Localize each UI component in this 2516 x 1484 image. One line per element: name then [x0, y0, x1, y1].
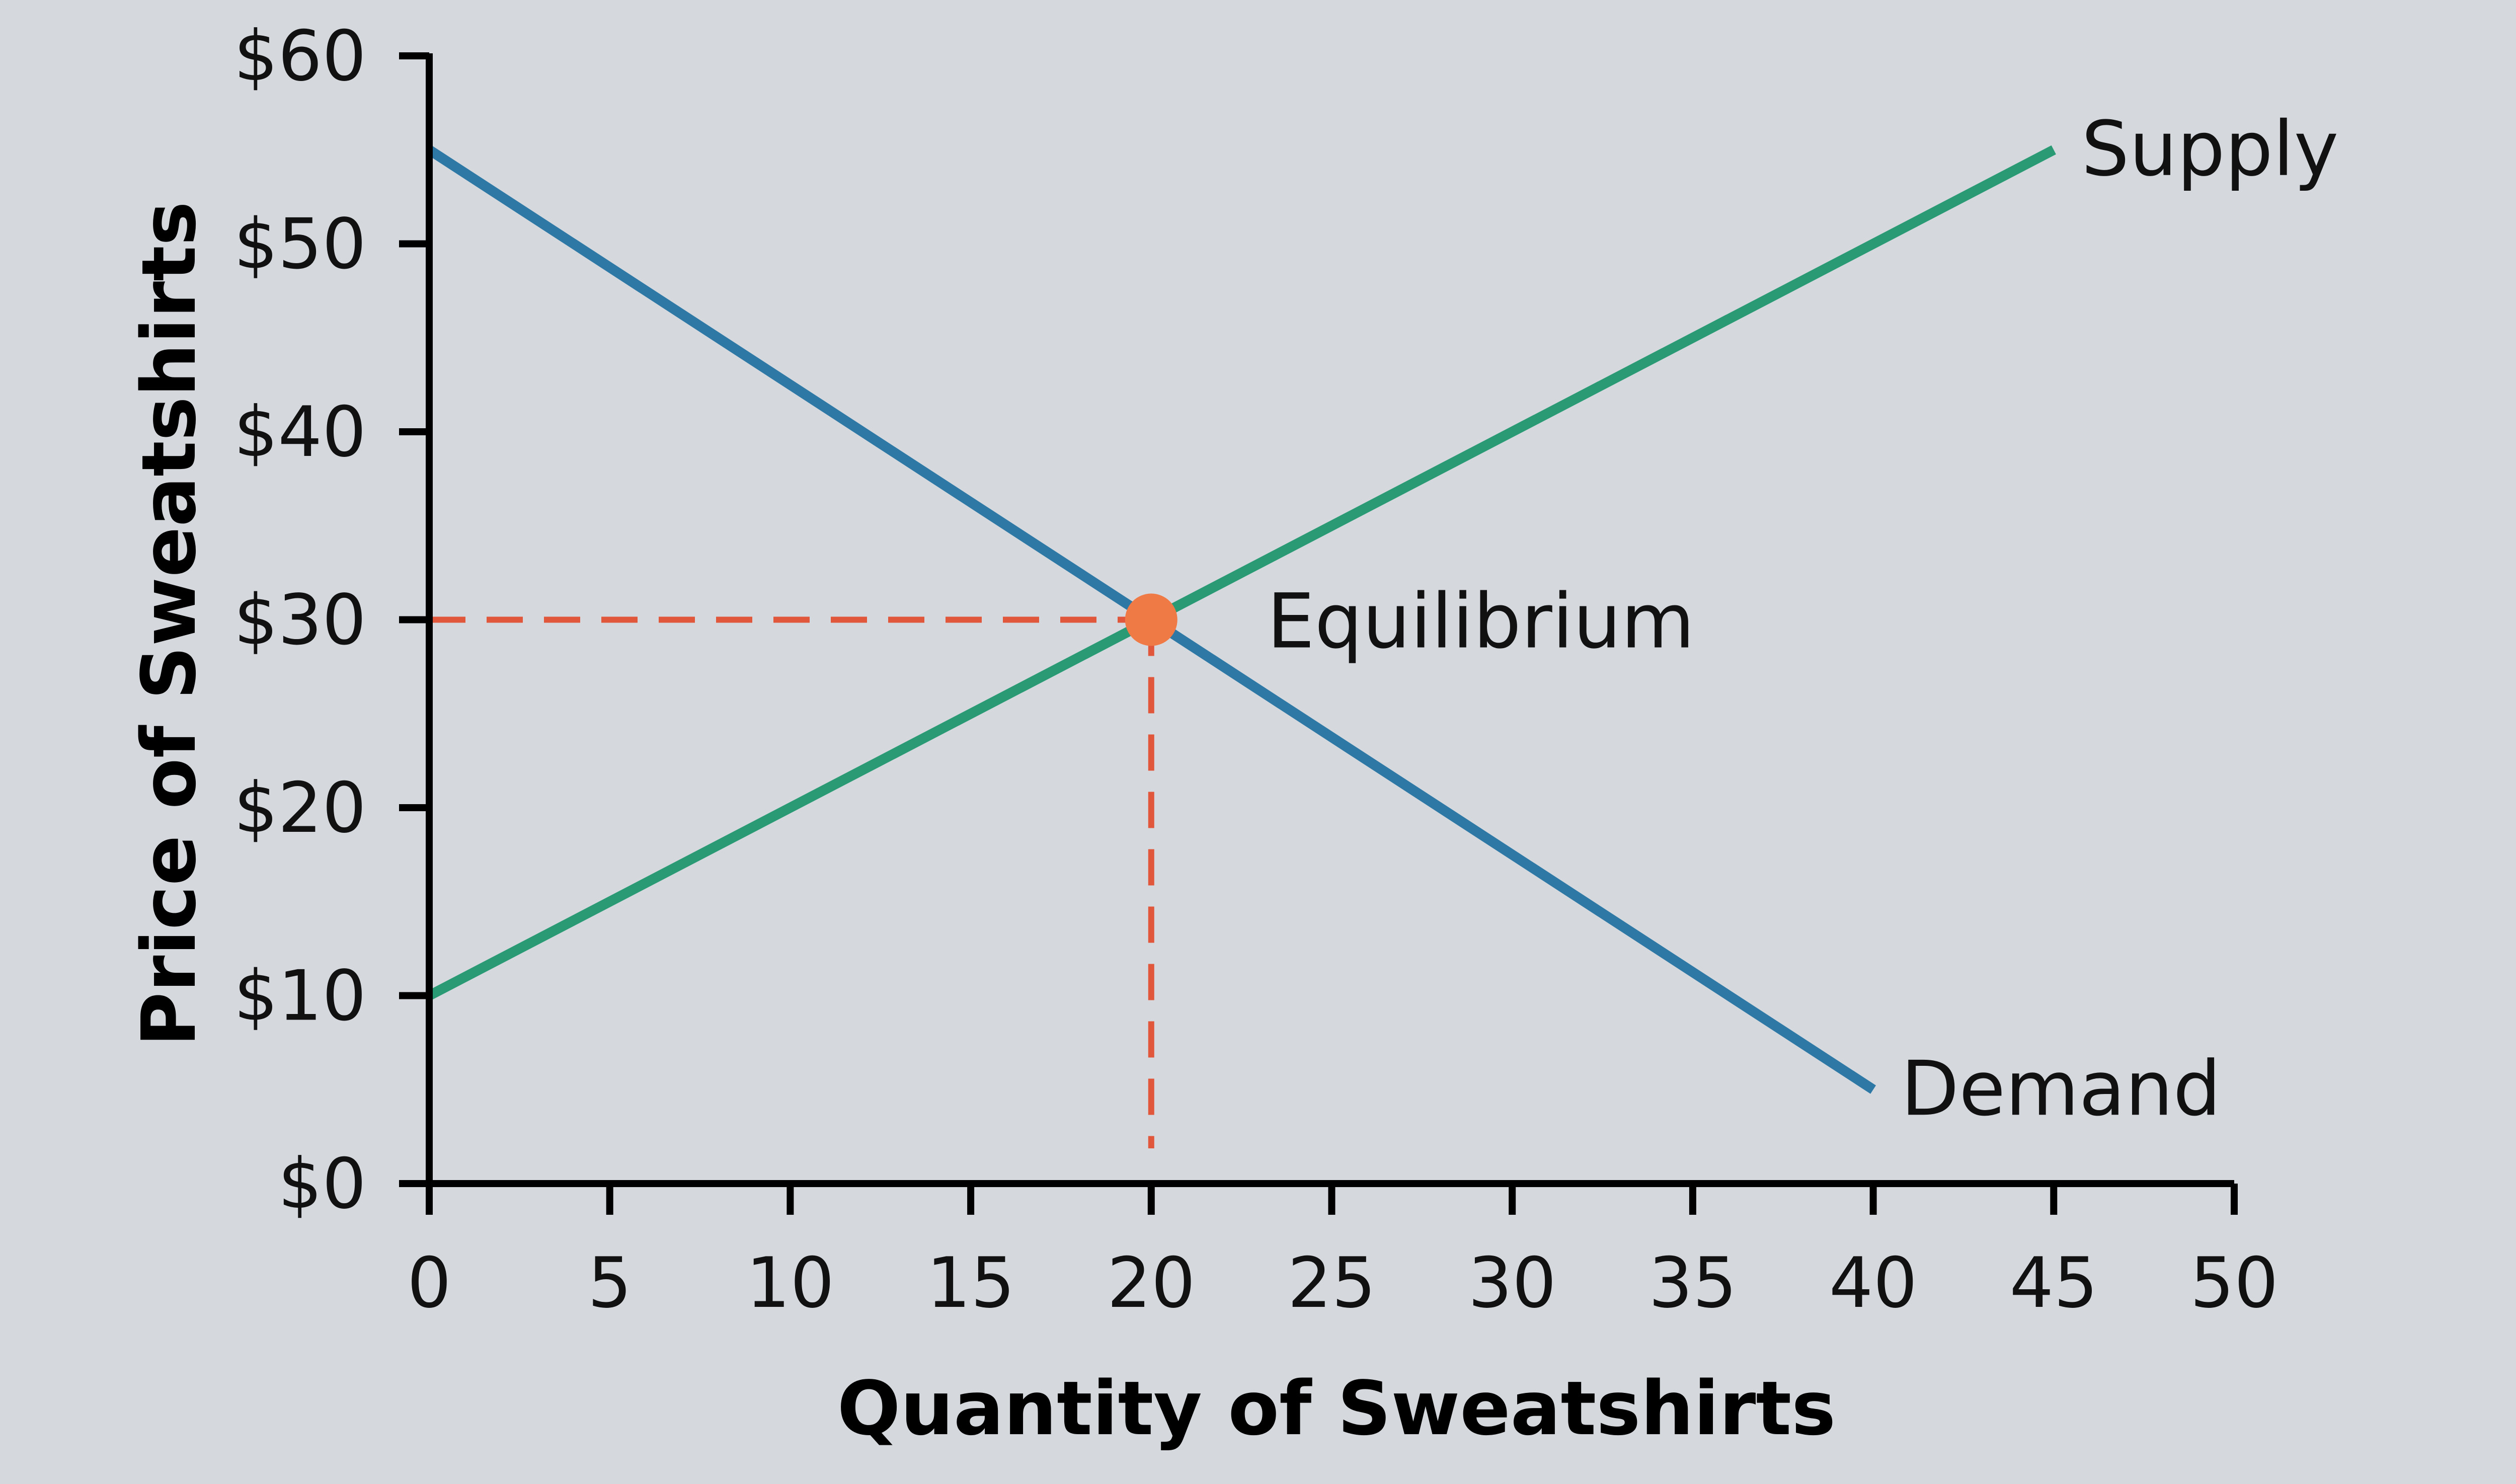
supply-label: Supply [2081, 106, 2338, 193]
supply-line [427, 145, 2056, 1000]
y-tick-label: $0 [278, 1143, 366, 1224]
x-tick-label: 50 [2190, 1242, 2278, 1323]
x-tick-label: 40 [1829, 1242, 1918, 1323]
y-axis-title: Price of Sweatshirts [126, 201, 212, 1047]
y-tick-label: $60 [234, 16, 366, 97]
y-tick-label: $30 [234, 580, 366, 661]
equilibrium-guide-lines [429, 616, 1154, 1148]
x-tick-label: 5 [588, 1242, 632, 1323]
x-tick-label: 35 [1648, 1242, 1737, 1323]
x-tick-label: 15 [926, 1242, 1015, 1323]
y-tick-label: $40 [234, 392, 366, 473]
x-tick-label: 45 [2009, 1242, 2098, 1323]
x-tick-label: 20 [1107, 1242, 1196, 1323]
y-tick-label: $50 [234, 204, 366, 285]
labels: Quantity of Sweatshirts Price of Sweatsh… [126, 106, 2338, 1452]
x-tick-label: 10 [746, 1242, 835, 1323]
tick-marks-and-labels: 0 5 10 15 20 25 30 35 40 45 50 $0 $10 $20 $30 $40 $50 $60 [234, 16, 2278, 1323]
equilibrium-marker-group [1125, 593, 1177, 646]
y-tick-label: $20 [234, 767, 366, 848]
equilibrium-point [1125, 593, 1177, 646]
equilibrium-label: Equilibrium [1267, 578, 1695, 666]
x-tick-label: 30 [1468, 1242, 1556, 1323]
x-tick-label: 0 [407, 1242, 451, 1323]
demand-label: Demand [1901, 1045, 2221, 1133]
x-tick-label: 25 [1288, 1242, 1376, 1323]
x-axis-title: Quantity of Sweatshirts [837, 1365, 1836, 1452]
y-tick-label: $10 [234, 956, 366, 1037]
